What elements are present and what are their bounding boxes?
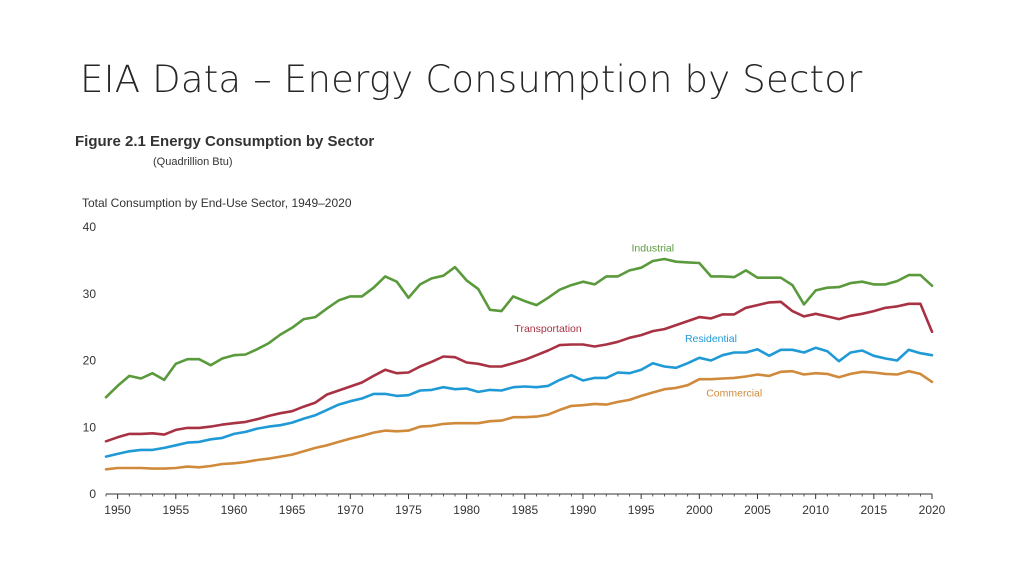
x-tick-label: 1960	[221, 503, 248, 517]
x-tick-label: 1965	[279, 503, 306, 517]
series-label-transportation: Transportation	[514, 323, 581, 335]
series-line-residential	[104, 346, 934, 458]
x-tick-label: 2010	[802, 503, 829, 517]
slide-title: EIA Data – Energy Consumption by Sector	[80, 58, 863, 101]
x-tick-label: 1995	[628, 503, 655, 517]
series-line-transportation	[104, 300, 934, 443]
x-tick-label: 2015	[860, 503, 887, 517]
series-label-residential: Residential	[685, 333, 737, 345]
x-tick-label: 2005	[744, 503, 771, 517]
x-tick-label: 1955	[162, 503, 189, 517]
series-label-commercial: Commercial	[706, 388, 762, 400]
x-tick-label: 1980	[453, 503, 480, 517]
y-tick-label: 20	[83, 354, 97, 368]
figure-caption: Figure 2.1 Energy Consumption by Sector	[75, 133, 375, 150]
x-tick-label: 2000	[686, 503, 713, 517]
figure-unit: (Quadrillion Btu)	[153, 156, 233, 168]
x-tick-label: 1970	[337, 503, 364, 517]
y-tick-label: 30	[83, 287, 97, 301]
y-tick-label: 0	[89, 487, 96, 501]
y-tick-label: 10	[83, 420, 97, 434]
x-tick-label: 1990	[570, 503, 597, 517]
x-tick-label: 1975	[395, 503, 422, 517]
series-label-industrial: Industrial	[631, 243, 674, 255]
series-line-industrial	[104, 257, 934, 399]
y-tick-label: 40	[83, 220, 97, 234]
x-tick-label: 2020	[919, 503, 946, 517]
x-tick-label: 1985	[511, 503, 538, 517]
chart-subtitle: Total Consumption by End-Use Sector, 194…	[82, 196, 352, 210]
x-tick-label: 1950	[104, 503, 131, 517]
series-line-commercial	[104, 369, 934, 471]
